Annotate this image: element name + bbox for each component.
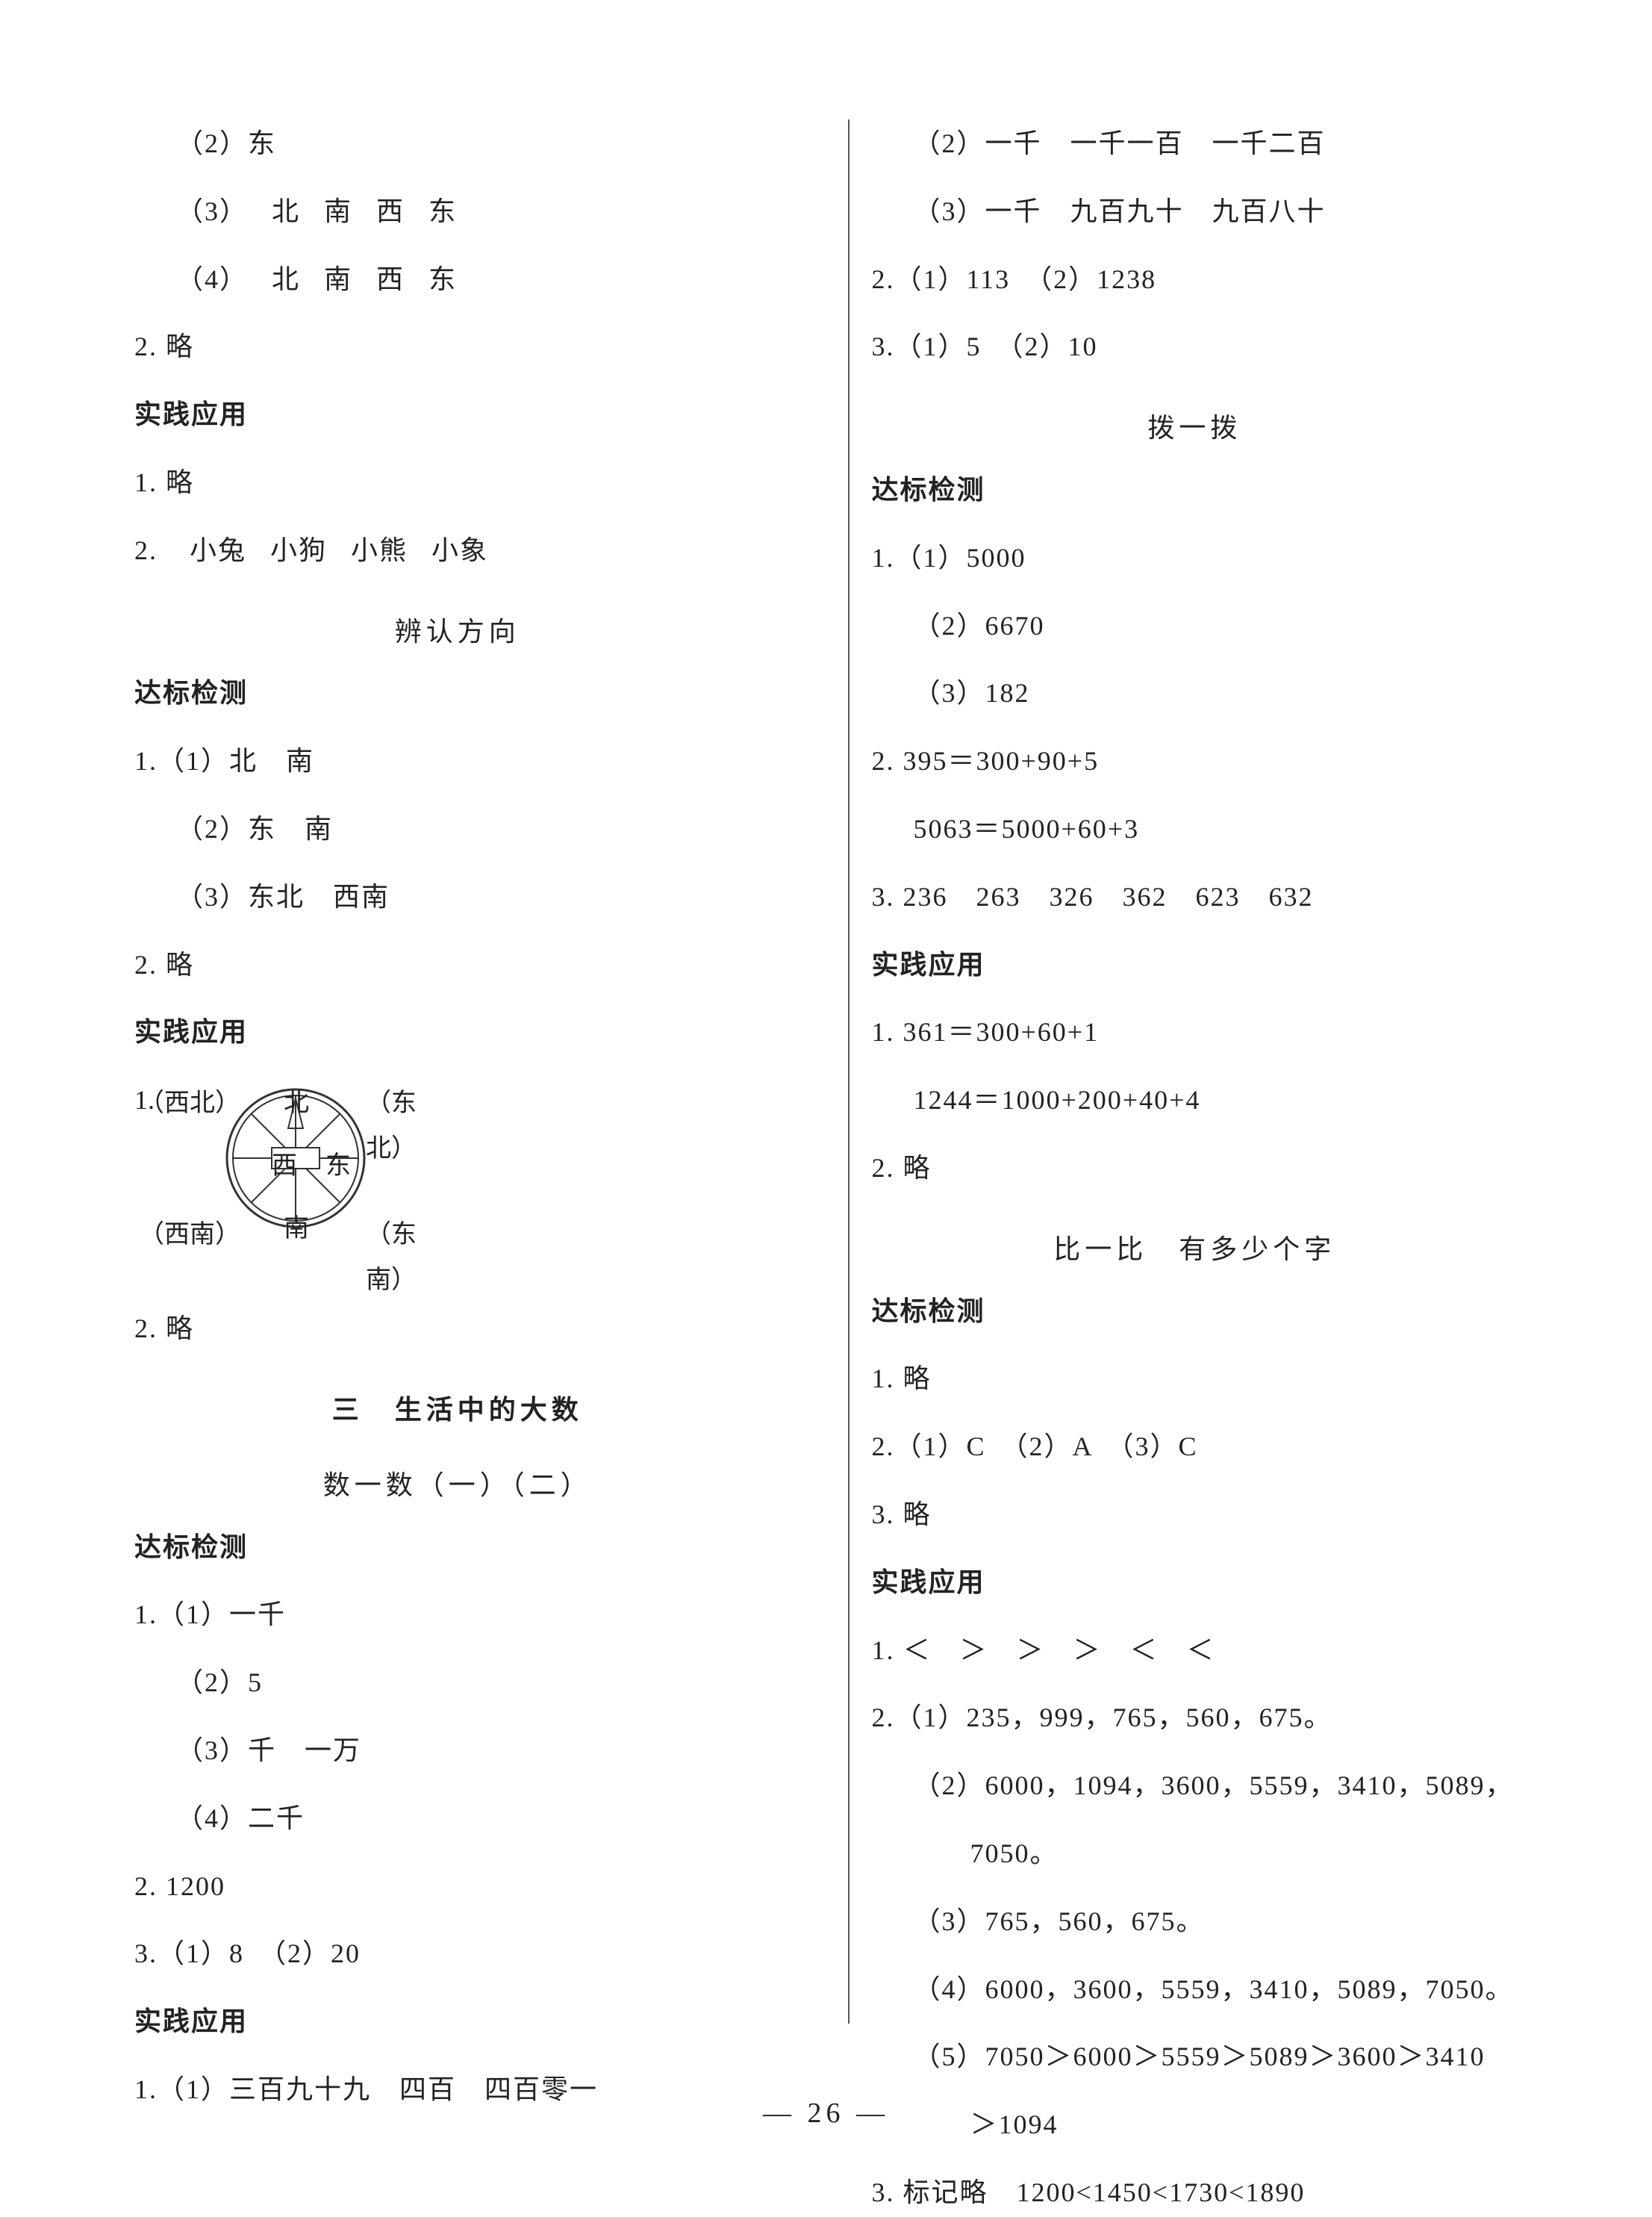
- section-heading: 达标检测: [872, 466, 1518, 514]
- section-heading: 达标检测: [134, 669, 781, 718]
- compass-label-w: 西: [272, 1143, 297, 1189]
- answer-line: 1. 略: [872, 1355, 1518, 1403]
- answer-line: （2）一千 一千一百 一千二百: [872, 119, 1518, 168]
- word: 东: [428, 264, 457, 294]
- answer-line: （4）二千: [134, 1794, 781, 1843]
- compass-label-ne: （东北）: [366, 1080, 417, 1172]
- answer-line: 5063＝5000+60+3: [872, 805, 1518, 853]
- answer-line: 3. 标记略 1200<1450<1730<1890: [872, 2168, 1518, 2217]
- subsection-title: 比一比 有多少个字: [872, 1225, 1518, 1274]
- answer-line: （2）5: [134, 1658, 781, 1707]
- subsection-title: 数一数（一）（二）: [134, 1461, 781, 1510]
- two-column-layout: （2）东 （3）北南西东 （4）北南西东 2. 略 实践应用 1. 略 2. 小…: [134, 119, 1518, 2024]
- subsection-title: 拨一拨: [872, 404, 1518, 453]
- word: 小狗: [270, 535, 327, 565]
- answer-line: 1. 略: [134, 458, 781, 507]
- compass-label-e: 东: [325, 1143, 351, 1189]
- prefix: 2.: [134, 535, 166, 565]
- answer-line: （3）182: [872, 669, 1518, 718]
- answer-line: （4） 北南西东: [134, 255, 781, 304]
- answer-line: 2. 小兔小狗小熊小象: [134, 526, 781, 575]
- answer-line: 1. 361＝300+60+1: [872, 1008, 1518, 1057]
- answer-line: （5）7050＞6000＞5559＞5089＞3600＞3410: [872, 2033, 1518, 2081]
- right-column: （2）一千 一千一百 一千二百 （3）一千 九百九十 九百八十 2.（1）113…: [848, 119, 1518, 2024]
- word: 东: [428, 196, 457, 226]
- answer-line: 2.（1）C （2）A （3）C: [872, 1422, 1518, 1471]
- answer-line: （3）765，560，675。: [872, 1897, 1518, 1946]
- answer-line: 3.（1）8 （2）20: [134, 1930, 781, 1978]
- compass-diagram: 1. （西北） （东北） 西 东 北 南 （西南）: [134, 1076, 781, 1270]
- word: 西: [376, 264, 405, 294]
- answer-line: 2. 略: [134, 941, 781, 989]
- answer-line: 2.（1）113 （2）1238: [872, 255, 1518, 304]
- section-heading: 达标检测: [134, 1523, 781, 1572]
- answer-line: （2）6670: [872, 602, 1518, 650]
- answer-line: 3.（1）5 （2）10: [872, 323, 1518, 371]
- answer-line: 3. 略: [872, 1490, 1518, 1539]
- answer-line: 2. 395＝300+90+5: [872, 737, 1518, 786]
- section-heading: 实践应用: [872, 1558, 1518, 1607]
- section-heading: 实践应用: [134, 1008, 781, 1057]
- answer-line: 1.（1）5000: [872, 534, 1518, 582]
- answer-line: （3）一千 九百九十 九百八十: [872, 187, 1518, 236]
- prefix: （3）: [176, 196, 248, 226]
- answer-line: （3） 北南西东: [134, 187, 781, 236]
- compass-label-sw: （西南）: [139, 1212, 240, 1257]
- compass-label-s: 南: [284, 1206, 309, 1251]
- answer-line: 1. ＜ ＞ ＞ ＞ ＜ ＜: [872, 1626, 1518, 1675]
- answer-line: 1244＝1000+200+40+4: [872, 1076, 1518, 1125]
- answer-line: 2. 1200: [134, 1862, 781, 1911]
- section-heading: 实践应用: [872, 941, 1518, 989]
- answer-line: 2. 略: [872, 1144, 1518, 1193]
- word: 北: [272, 264, 300, 294]
- left-column: （2）东 （3）北南西东 （4）北南西东 2. 略 实践应用 1. 略 2. 小…: [134, 119, 803, 2024]
- word: 西: [376, 196, 405, 226]
- answer-line: 1.（1）一千: [134, 1591, 781, 1639]
- answer-line: （3）千 一万: [134, 1726, 781, 1775]
- section-heading: 实践应用: [134, 391, 781, 439]
- answer-line: （2）6000，1094，3600，5559，3410，5089，: [872, 1762, 1518, 1810]
- answer-line: （3）东北 西南: [134, 873, 781, 921]
- answer-line: 3. 236 263 326 362 623 632: [872, 873, 1518, 921]
- subsection-title: 辨认方向: [134, 608, 781, 656]
- answer-line: （2）东: [134, 119, 781, 168]
- compass: （西北） （东北） 西 东 北 南 （西南） （东南）: [176, 1076, 415, 1270]
- section-heading: 实践应用: [134, 1997, 781, 2046]
- word: 小兔: [190, 535, 246, 565]
- page-number: — 26 —: [0, 2088, 1652, 2139]
- word: 南: [324, 196, 352, 226]
- prefix: （4）: [176, 264, 248, 294]
- answer-line: 7050。: [872, 1829, 1518, 1878]
- word: 小象: [431, 535, 488, 565]
- word: 小熊: [351, 535, 408, 565]
- answer-line: （4）6000，3600，5559，3410，5089，7050。: [872, 1965, 1518, 2014]
- compass-label-nw: （西北）: [139, 1080, 240, 1126]
- answer-line: 2. 略: [134, 1305, 781, 1353]
- answer-line: 2.（1）235，999，765，560，675。: [872, 1694, 1518, 1742]
- answer-line: 1.（1）北 南: [134, 737, 781, 786]
- compass-label-se: （东南）: [366, 1212, 417, 1303]
- word: 南: [324, 264, 352, 294]
- answer-line: 2. 略: [134, 323, 781, 371]
- answer-line: （2）东 南: [134, 805, 781, 853]
- chapter-title: 三 生活中的大数: [134, 1386, 781, 1434]
- compass-label-n: 北: [284, 1080, 309, 1126]
- section-heading: 达标检测: [872, 1287, 1518, 1336]
- word: 北: [272, 196, 300, 226]
